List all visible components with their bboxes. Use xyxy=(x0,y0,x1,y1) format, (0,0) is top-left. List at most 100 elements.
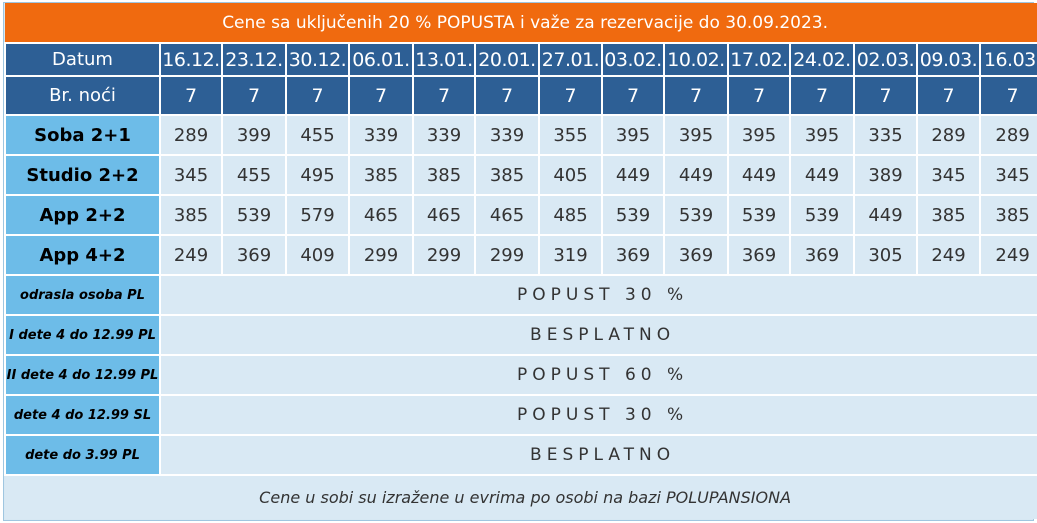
nights-cell: 7 xyxy=(601,75,665,116)
price-cell: 289 xyxy=(916,114,981,156)
price-cell: 385 xyxy=(474,154,540,196)
price-cell: 579 xyxy=(285,194,350,236)
price-cell: 369 xyxy=(221,234,287,276)
room-type-label: Studio 2+2 xyxy=(4,154,161,196)
nights-cell: 7 xyxy=(916,75,981,116)
price-cell: 455 xyxy=(285,114,350,156)
table-row: App 4+2 249 369 409 299 299 299 319 369 369 369 369… xyxy=(4,234,1037,276)
date-cell: 23.12. xyxy=(221,42,287,77)
price-cell: 465 xyxy=(412,194,476,236)
date-cell: 20.01. xyxy=(474,42,540,77)
room-type-label: Soba 2+1 xyxy=(4,114,161,156)
nights-cell: 7 xyxy=(412,75,476,116)
table-row: odrasla osoba PL POPUST 30 % xyxy=(4,274,1037,316)
table-row: Studio 2+2 345 455 495 385 385 385 405 449 449 449… xyxy=(4,154,1037,196)
price-cell: 395 xyxy=(601,114,665,156)
price-cell: 449 xyxy=(727,154,791,196)
nights-cell: 7 xyxy=(663,75,729,116)
dates-row: Datum 16.12. 23.12. 30.12. 06.01. 13.01. 20.0… xyxy=(4,42,1037,77)
nights-cell: 7 xyxy=(221,75,287,116)
discount-value: POPUST 30 % xyxy=(158,394,1037,436)
price-cell: 409 xyxy=(285,234,350,276)
date-cell: 17.02. xyxy=(727,42,791,77)
price-cell: 299 xyxy=(474,234,540,276)
price-cell: 369 xyxy=(601,234,665,276)
price-cell: 449 xyxy=(601,154,665,196)
guest-category-label: odrasla osoba PL xyxy=(4,274,161,316)
room-type-label: App 2+2 xyxy=(4,194,161,236)
nights-cell: 7 xyxy=(538,75,603,116)
nights-cell: 7 xyxy=(348,75,414,116)
price-cell: 385 xyxy=(916,194,981,236)
price-cell: 249 xyxy=(916,234,981,276)
price-cell: 319 xyxy=(538,234,603,276)
price-cell: 495 xyxy=(285,154,350,196)
price-cell: 385 xyxy=(978,194,1037,236)
discount-value: POPUST 30 % xyxy=(158,274,1037,316)
price-cell: 455 xyxy=(221,154,287,196)
guest-category-label: dete do 3.99 PL xyxy=(4,434,161,476)
price-cell: 405 xyxy=(538,154,603,196)
price-cell: 465 xyxy=(348,194,414,236)
guest-category-label: I dete 4 do 12.99 PL xyxy=(4,314,161,356)
date-cell: 09.03. xyxy=(916,42,981,77)
price-cell: 345 xyxy=(159,154,223,196)
table-row: Soba 2+1 289 399 455 339 339 339 355 395 395 395 39… xyxy=(4,114,1037,156)
price-cell: 449 xyxy=(663,154,729,196)
price-cell: 485 xyxy=(538,194,603,236)
table-row: dete 4 do 12.99 SL POPUST 30 % xyxy=(4,394,1037,436)
price-cell: 539 xyxy=(601,194,665,236)
price-cell: 399 xyxy=(221,114,287,156)
price-cell: 249 xyxy=(978,234,1037,276)
price-cell: 339 xyxy=(412,114,476,156)
discount-value: BESPLATNO xyxy=(158,314,1037,356)
price-cell: 449 xyxy=(789,154,855,196)
date-cell: 10.02. xyxy=(663,42,729,77)
date-cell: 16.03. xyxy=(978,42,1037,77)
table-row: I dete 4 do 12.99 PL BESPLATNO xyxy=(4,314,1037,356)
price-cell: 369 xyxy=(789,234,855,276)
discount-value: BESPLATNO xyxy=(158,434,1037,476)
price-cell: 289 xyxy=(159,114,223,156)
price-cell: 339 xyxy=(474,114,540,156)
price-cell: 345 xyxy=(978,154,1037,196)
price-cell: 385 xyxy=(159,194,223,236)
price-cell: 385 xyxy=(348,154,414,196)
date-cell: 30.12. xyxy=(285,42,350,77)
guest-category-label: II dete 4 do 12.99 PL xyxy=(4,354,161,396)
price-cell: 395 xyxy=(789,114,855,156)
table-title: Cene sa uključenih 20 % POPUSTA i važe z… xyxy=(5,3,1037,44)
date-label: Datum xyxy=(4,42,161,77)
nights-cell: 7 xyxy=(285,75,350,116)
nights-cell: 7 xyxy=(853,75,918,116)
table-row: dete do 3.99 PL BESPLATNO xyxy=(4,434,1037,476)
guest-category-label: dete 4 do 12.99 SL xyxy=(4,394,161,436)
date-cell: 24.02. xyxy=(789,42,855,77)
nights-cell: 7 xyxy=(789,75,855,116)
price-cell: 395 xyxy=(727,114,791,156)
price-list: Cene sa uključenih 20 % POPUSTA i važe z… xyxy=(3,2,1037,521)
price-cell: 539 xyxy=(221,194,287,236)
date-cell: 06.01. xyxy=(348,42,414,77)
price-cell: 249 xyxy=(159,234,223,276)
price-cell: 389 xyxy=(853,154,918,196)
price-cell: 539 xyxy=(789,194,855,236)
price-cell: 539 xyxy=(663,194,729,236)
nights-cell: 7 xyxy=(978,75,1037,116)
date-cell: 03.02. xyxy=(601,42,665,77)
price-cell: 369 xyxy=(727,234,791,276)
price-cell: 369 xyxy=(663,234,729,276)
nights-label: Br. noći xyxy=(4,75,161,116)
price-cell: 395 xyxy=(663,114,729,156)
table-row: II dete 4 do 12.99 PL POPUST 60 % xyxy=(4,354,1037,396)
nights-cell: 7 xyxy=(159,75,223,116)
price-cell: 449 xyxy=(853,194,918,236)
date-cell: 16.12. xyxy=(159,42,223,77)
date-cell: 02.03. xyxy=(853,42,918,77)
price-cell: 345 xyxy=(916,154,981,196)
price-cell: 355 xyxy=(538,114,603,156)
price-cell: 299 xyxy=(348,234,414,276)
price-cell: 289 xyxy=(978,114,1037,156)
footer-row: Cene u sobi su izražene u evrima po osob… xyxy=(5,474,1037,519)
